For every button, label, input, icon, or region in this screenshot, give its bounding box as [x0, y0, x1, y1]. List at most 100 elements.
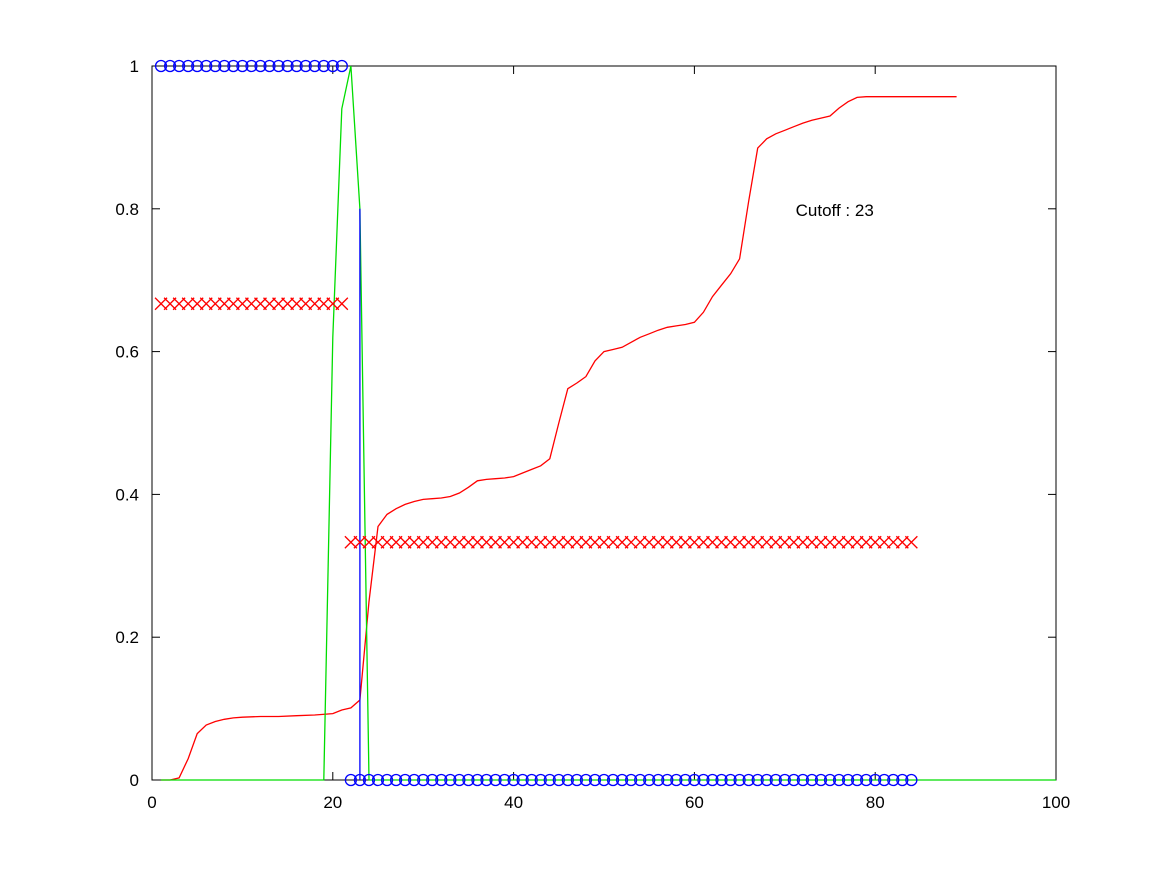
circle-marker — [471, 773, 484, 787]
series-line — [161, 65, 1056, 781]
x-marker — [814, 535, 828, 549]
x-marker — [724, 535, 738, 549]
x-marker — [362, 535, 376, 549]
x-marker — [299, 297, 313, 311]
circle-marker — [688, 773, 701, 787]
circle-marker — [317, 59, 330, 73]
y-axis-ticks: 0 0.2 0.4 0.6 0.8 1 — [115, 57, 1056, 790]
y-tick-label: 0.8 — [115, 200, 139, 219]
circle-marker — [371, 773, 385, 787]
x-marker — [489, 535, 502, 549]
x-marker — [633, 535, 647, 549]
circle-marker — [878, 773, 891, 787]
x-marker — [416, 535, 430, 549]
x-marker — [678, 535, 692, 549]
x-marker — [317, 297, 331, 311]
x-marker — [832, 535, 846, 549]
x-marker — [154, 297, 168, 311]
circle-marker — [227, 59, 240, 73]
x-marker — [760, 535, 774, 549]
series-line — [161, 96, 957, 781]
circle-marker — [453, 773, 466, 787]
x-marker — [480, 535, 493, 549]
y-tick-label: 0.4 — [115, 485, 139, 504]
circle-marker — [507, 773, 520, 787]
circle-marker — [597, 773, 611, 787]
x-tick-label: 80 — [866, 793, 885, 812]
x-marker — [461, 535, 475, 549]
x-marker — [859, 535, 873, 549]
circle-marker — [588, 773, 602, 787]
plot-area-frame — [151, 65, 1057, 781]
circle-marker — [182, 59, 195, 73]
x-marker — [660, 535, 674, 549]
x-marker — [796, 535, 810, 549]
x-marker — [498, 535, 512, 549]
circle-marker — [498, 773, 511, 787]
circle-marker — [796, 773, 810, 787]
circle-marker — [534, 773, 547, 787]
circle-marker — [896, 773, 909, 787]
x-marker — [886, 535, 900, 549]
circle-marker — [715, 773, 728, 787]
circle-marker — [398, 773, 412, 787]
circle-marker — [624, 773, 638, 787]
y-tick-label: 0.2 — [115, 628, 139, 647]
x-marker — [850, 535, 864, 549]
x-tick-label: 60 — [685, 793, 704, 812]
circle-marker — [823, 773, 837, 787]
circle-marker — [191, 59, 204, 73]
circle-marker — [778, 773, 791, 787]
x-marker — [895, 535, 909, 549]
x-marker — [235, 297, 249, 311]
x-marker — [308, 297, 322, 311]
circle-marker — [389, 773, 403, 787]
x-marker — [778, 535, 792, 549]
x-marker — [841, 535, 855, 549]
series-layer — [154, 59, 1056, 787]
x-marker — [552, 535, 566, 549]
x-marker — [208, 297, 222, 311]
circle-marker — [760, 773, 773, 787]
circle-marker — [869, 773, 882, 787]
series-0 — [161, 96, 957, 781]
circle-marker — [543, 773, 556, 787]
x-tick-label: 100 — [1042, 793, 1070, 812]
x-marker — [407, 535, 421, 549]
circle-marker — [462, 773, 475, 787]
circle-marker — [769, 773, 782, 787]
x-marker — [570, 535, 584, 549]
x-marker — [624, 535, 638, 549]
circle-marker — [272, 59, 285, 73]
circle-marker — [417, 773, 430, 787]
x-marker — [597, 535, 611, 549]
x-marker — [181, 297, 195, 311]
circle-marker — [787, 773, 800, 787]
circle-marker — [172, 59, 186, 73]
x-marker — [371, 535, 385, 549]
x-marker — [787, 535, 801, 549]
x-marker — [452, 535, 466, 549]
x-marker — [272, 297, 286, 311]
circle-marker — [480, 773, 493, 787]
circle-marker — [661, 773, 674, 787]
x-marker — [470, 535, 484, 549]
series-3 — [154, 297, 349, 311]
x-marker — [733, 535, 747, 549]
circle-marker — [154, 59, 168, 73]
circle-marker — [552, 773, 565, 787]
x-marker — [669, 535, 683, 549]
x-marker — [579, 535, 593, 549]
x-marker — [434, 535, 448, 549]
circle-marker — [245, 59, 258, 73]
circle-marker — [218, 59, 231, 73]
x-marker — [516, 535, 530, 549]
x-marker — [163, 297, 177, 311]
x-marker — [651, 535, 665, 549]
x-marker — [877, 535, 891, 549]
series-5 — [154, 59, 348, 73]
circle-marker — [290, 59, 303, 73]
circle-marker — [570, 773, 584, 787]
x-marker — [561, 535, 575, 549]
